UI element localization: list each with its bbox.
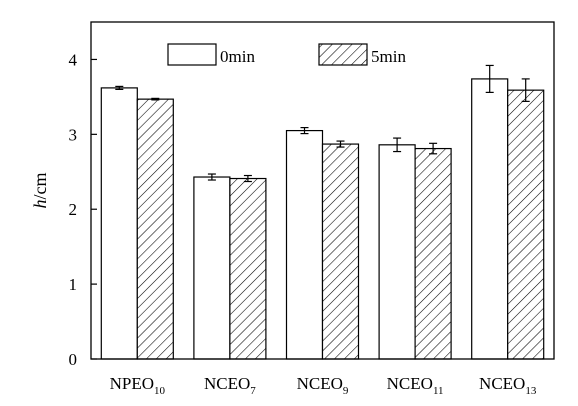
error-bar-5min-3 <box>336 140 345 148</box>
y-axis-label: h/cm <box>30 173 50 209</box>
error-bar-0min-2 <box>207 173 216 181</box>
bar-0min-2 <box>193 176 231 360</box>
x-tick-label: NCEO9 <box>297 374 349 397</box>
x-tick-label: NCEO7 <box>204 374 256 397</box>
x-tick-label: NCEO13 <box>479 374 537 397</box>
x-tick-label-base: NPEO <box>110 374 154 393</box>
bar-5min-2 <box>229 177 267 360</box>
x-tick-label-base: NCEO <box>204 374 250 393</box>
y-tick-label: 4 <box>69 50 78 69</box>
legend-swatch-5min <box>318 43 368 66</box>
y-tick-label: 3 <box>69 125 78 144</box>
bar-5min-4 <box>414 147 452 360</box>
x-tick-label: NCEO11 <box>387 374 444 397</box>
legend-label-5min: 5min <box>371 47 406 66</box>
error-bar-0min-5 <box>485 64 494 93</box>
y-tick-label: 2 <box>69 200 78 219</box>
legend: 0min 5min <box>167 43 406 66</box>
x-tick-label-subscript: 10 <box>154 385 166 397</box>
plot-area <box>100 64 545 360</box>
x-tick-label: NPEO10 <box>110 374 166 397</box>
y-tick-label: 1 <box>69 275 78 294</box>
bar-5min-5 <box>507 89 545 360</box>
error-bar-0min-4 <box>393 137 402 153</box>
bar-5min-3 <box>321 143 360 360</box>
bar-0min-4 <box>378 144 416 360</box>
x-tick-label-subscript: 7 <box>250 385 256 397</box>
x-tick-label-base: NCEO <box>297 374 343 393</box>
bar-0min-3 <box>285 129 324 360</box>
error-bar-0min-1 <box>115 85 124 91</box>
x-tick-label-base: NCEO <box>479 374 525 393</box>
y-axis-label-variable: h <box>30 200 50 209</box>
x-tick-label-subscript: 9 <box>343 385 349 397</box>
x-tick-label-subscript: 13 <box>525 385 537 397</box>
x-tick-label-base: NCEO <box>387 374 433 393</box>
error-bar-5min-5 <box>521 78 530 102</box>
plot-frame <box>90 21 555 360</box>
x-tick-label-subscript: 11 <box>433 385 444 397</box>
error-bar-5min-1 <box>151 97 160 101</box>
y-axis-label-unit: /cm <box>30 173 50 200</box>
bar-0min-1 <box>100 87 138 360</box>
error-bar-5min-2 <box>243 174 252 183</box>
legend-label-0min: 0min <box>220 47 255 66</box>
y-tick-label: 0 <box>69 350 78 369</box>
bar-0min-5 <box>471 78 509 360</box>
error-bar-5min-4 <box>429 142 438 155</box>
error-bar-0min-3 <box>300 126 309 135</box>
legend-swatch-0min <box>167 43 217 66</box>
bar-5min-1 <box>136 98 174 360</box>
